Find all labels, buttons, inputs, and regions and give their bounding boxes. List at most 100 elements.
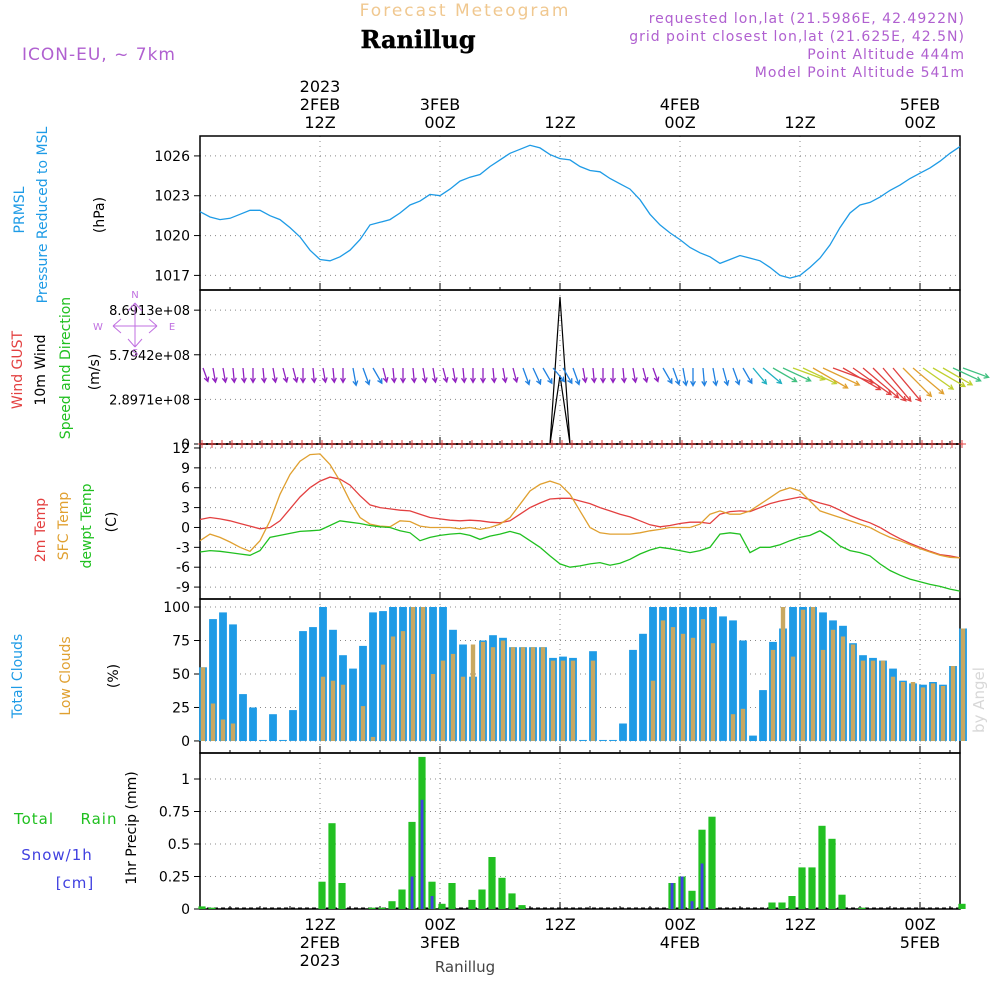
wind-arrow xyxy=(240,367,247,384)
total-cloud-bar xyxy=(299,631,307,741)
gust-marker xyxy=(528,440,536,448)
y-tick-label: 100 xyxy=(163,600,190,616)
wind-arrow xyxy=(512,367,519,384)
low-cloud-bar xyxy=(450,653,456,741)
total-cloud-bar xyxy=(609,739,617,741)
gust-marker xyxy=(508,440,516,448)
top-time-label: 12Z xyxy=(304,113,335,132)
gust-marker xyxy=(378,440,386,448)
credit-watermark: by Angel xyxy=(970,667,988,733)
total-cloud-bar xyxy=(759,690,767,741)
wind-arrow xyxy=(260,367,267,384)
wind-arrow xyxy=(962,367,990,379)
y-tick-label: 25 xyxy=(172,700,190,716)
gust-marker xyxy=(348,440,356,448)
wind-arrow xyxy=(460,367,467,384)
gust-marker xyxy=(818,440,826,448)
rain-bar xyxy=(798,867,806,909)
rain-bar xyxy=(708,816,716,909)
total-cloud-bar xyxy=(719,616,727,741)
snow-bar xyxy=(430,896,434,909)
low-cloud-bar xyxy=(440,660,446,741)
gust-marker xyxy=(218,440,226,448)
gust-marker xyxy=(628,440,636,448)
y-tick-label: -6 xyxy=(176,560,190,576)
top-time-label: 3FEB xyxy=(420,95,460,114)
product-title: Forecast Meteogram xyxy=(360,1,571,21)
location-title: Ranillug xyxy=(360,25,475,54)
rain-bar xyxy=(448,883,456,909)
bottom-time-label: 12Z xyxy=(544,915,575,934)
wind-arrow xyxy=(722,367,730,387)
low-cloud-bar xyxy=(500,640,506,741)
gust-marker xyxy=(518,440,526,448)
wind-arrow xyxy=(431,367,438,384)
rain-bar xyxy=(508,893,516,909)
pressure-series-line xyxy=(199,144,961,279)
rain-bar xyxy=(518,905,526,909)
rain-bar xyxy=(788,896,796,909)
model-altitude: Model Point Altitude 541m xyxy=(755,65,965,81)
gust-marker xyxy=(468,440,476,448)
low-cloud-bar xyxy=(480,641,486,741)
total-cloud-bar xyxy=(239,694,247,741)
y-tick-label: 50 xyxy=(172,667,190,683)
total-cloud-bar xyxy=(229,624,237,741)
wind-arrow xyxy=(362,367,371,386)
total-cloud-bar xyxy=(269,714,277,741)
low-cloud-bar xyxy=(540,647,546,741)
temp-dew-label: dewpt Temp xyxy=(79,483,95,568)
low-cloud-bar xyxy=(710,643,716,741)
wind-arrow xyxy=(442,367,449,384)
wind-arrow xyxy=(282,367,289,384)
total-cloud-bar xyxy=(319,607,327,741)
gust-marker xyxy=(398,440,406,448)
wind-arrow xyxy=(712,367,719,387)
compass-s: S xyxy=(132,348,138,359)
y-tick-label: 75 xyxy=(172,634,190,650)
y-tick-label: 3 xyxy=(181,501,190,517)
gust-marker xyxy=(198,440,206,448)
low-cloud-bar xyxy=(390,636,396,741)
rain-bar xyxy=(498,877,506,909)
wind-arrow xyxy=(932,367,967,388)
pressure-label-2: Pressure Reduced to MSL xyxy=(35,126,51,303)
total-cloud-bar xyxy=(249,707,257,741)
gust-marker xyxy=(858,440,866,448)
wind-arrow xyxy=(522,367,531,386)
gust-marker xyxy=(208,440,216,448)
temp-dewpt-line xyxy=(199,520,961,592)
wind-arrow xyxy=(701,367,708,387)
low-cloud-bar xyxy=(780,607,786,741)
gust-marker xyxy=(618,440,626,448)
low-cloud-bar xyxy=(470,644,476,741)
gust-marker xyxy=(448,440,456,448)
y-tick-label: 0.75 xyxy=(159,805,190,821)
low-cloud-bar xyxy=(730,714,736,741)
wind-arrow xyxy=(812,367,849,389)
wind-speed-label: Speed and Direction xyxy=(58,297,74,439)
requested-coords: requested lon,lat (21.5986E, 42.4922N) xyxy=(649,11,965,27)
total-cloud-bar xyxy=(619,723,627,741)
wind-arrow xyxy=(822,367,861,386)
wind-arrow xyxy=(610,368,616,384)
snow-bar xyxy=(700,863,704,909)
wind-arrow xyxy=(352,367,359,387)
low-cloud-bar xyxy=(380,664,386,741)
gust-marker xyxy=(958,440,966,448)
top-time-label: 5FEB xyxy=(900,95,940,114)
bottom-time-label: 5FEB xyxy=(900,933,940,952)
gust-marker xyxy=(278,440,286,448)
bottom-time-label: 00Z xyxy=(424,915,455,934)
gust-marker xyxy=(428,440,436,448)
gust-marker xyxy=(848,440,856,448)
low-cloud-bar xyxy=(850,644,856,741)
top-time-label: 12Z xyxy=(544,113,575,132)
gust-marker xyxy=(918,440,926,448)
wind-arrow xyxy=(642,367,649,384)
gust-marker xyxy=(658,440,666,448)
low-cloud-bar xyxy=(490,647,496,741)
gust-marker xyxy=(838,440,846,448)
low-cloud-bar xyxy=(520,647,526,741)
